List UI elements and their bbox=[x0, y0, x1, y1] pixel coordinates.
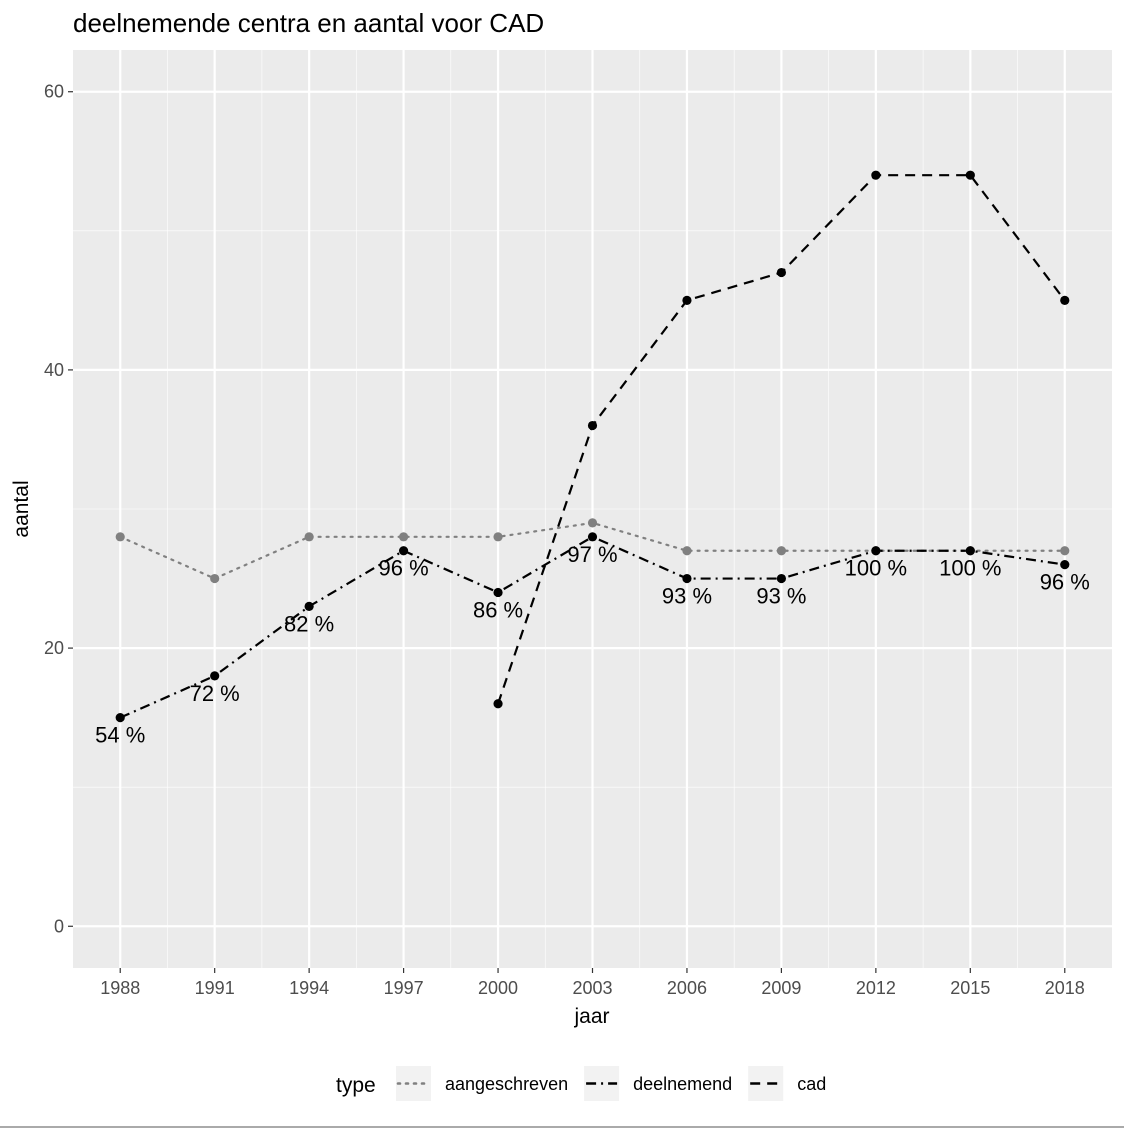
point-deelnemend bbox=[587, 532, 598, 542]
data-label: 100 % bbox=[939, 556, 1001, 581]
point-deelnemend bbox=[210, 671, 220, 681]
point-cad bbox=[1060, 295, 1070, 305]
point-deelnemend bbox=[871, 546, 881, 556]
legend-label-cad: cad bbox=[797, 1074, 826, 1094]
point-deelnemend bbox=[398, 546, 409, 556]
point-deelnemend bbox=[776, 573, 787, 584]
axes: 1988 1991 1994 1997 2000 2003 2006 2009 2012 2015… bbox=[44, 82, 1085, 998]
legend-label-aangeschreven: aangeschreven bbox=[445, 1074, 568, 1094]
y-tick-label: 20 bbox=[44, 638, 64, 658]
data-label: 93 % bbox=[756, 584, 806, 609]
x-tick-label: 1994 bbox=[289, 978, 329, 998]
y-tick-label: 0 bbox=[54, 916, 64, 936]
point-deelnemend bbox=[1060, 560, 1070, 570]
point-aangeschreven bbox=[682, 546, 692, 556]
point-aangeschreven bbox=[398, 532, 409, 542]
x-tick-label: 2012 bbox=[856, 978, 896, 998]
y-tick-label: 60 bbox=[44, 82, 64, 102]
point-deelnemend bbox=[965, 546, 975, 556]
x-tick-label: 1997 bbox=[384, 978, 424, 998]
x-tick-label: 2018 bbox=[1045, 978, 1085, 998]
point-deelnemend bbox=[115, 713, 125, 723]
point-aangeschreven bbox=[776, 546, 787, 556]
data-label: 100 % bbox=[845, 556, 907, 581]
x-tick-label: 2009 bbox=[761, 978, 801, 998]
chart-title: deelnemende centra en aantal voor CAD bbox=[73, 8, 544, 38]
point-cad bbox=[493, 699, 503, 709]
point-aangeschreven bbox=[210, 573, 220, 584]
point-aangeschreven bbox=[493, 532, 503, 542]
data-labels: 54 % 72 % 82 % 96 % 86 % 97 % 93 % 93 % 100 % 100… bbox=[95, 542, 1090, 748]
point-cad bbox=[965, 170, 975, 180]
data-label: 54 % bbox=[95, 723, 145, 748]
point-cad bbox=[871, 170, 881, 180]
data-label: 93 % bbox=[662, 584, 712, 609]
y-axis-title: aantal bbox=[10, 480, 33, 537]
point-aangeschreven bbox=[587, 518, 598, 528]
legend: type aangeschreven deelnemend cad bbox=[336, 1066, 826, 1101]
point-cad bbox=[682, 295, 692, 305]
y-tick-label: 40 bbox=[44, 360, 64, 380]
data-label: 72 % bbox=[190, 681, 240, 706]
data-label: 86 % bbox=[473, 597, 523, 622]
legend-label-deelnemend: deelnemend bbox=[633, 1074, 732, 1094]
x-tick-label: 2000 bbox=[478, 978, 518, 998]
data-label: 82 % bbox=[284, 611, 334, 636]
point-aangeschreven bbox=[1060, 546, 1070, 556]
data-points bbox=[115, 170, 1070, 723]
x-axis-title: jaar bbox=[573, 1005, 609, 1028]
point-cad bbox=[776, 267, 787, 278]
x-tick-label: 1988 bbox=[100, 978, 140, 998]
x-tick-label: 1991 bbox=[195, 978, 235, 998]
x-tick-label: 2006 bbox=[667, 978, 707, 998]
point-deelnemend bbox=[304, 601, 314, 611]
grid-lines bbox=[73, 50, 1112, 968]
data-label: 96 % bbox=[379, 556, 429, 581]
point-aangeschreven bbox=[115, 532, 125, 542]
data-label: 97 % bbox=[567, 542, 617, 567]
legend-title: type bbox=[336, 1074, 376, 1097]
point-deelnemend bbox=[493, 587, 503, 598]
x-tick-label: 2003 bbox=[572, 978, 612, 998]
point-cad bbox=[587, 420, 598, 431]
data-label: 96 % bbox=[1040, 570, 1090, 595]
x-tick-label: 2015 bbox=[950, 978, 990, 998]
point-deelnemend bbox=[682, 573, 692, 584]
point-aangeschreven bbox=[304, 532, 314, 542]
